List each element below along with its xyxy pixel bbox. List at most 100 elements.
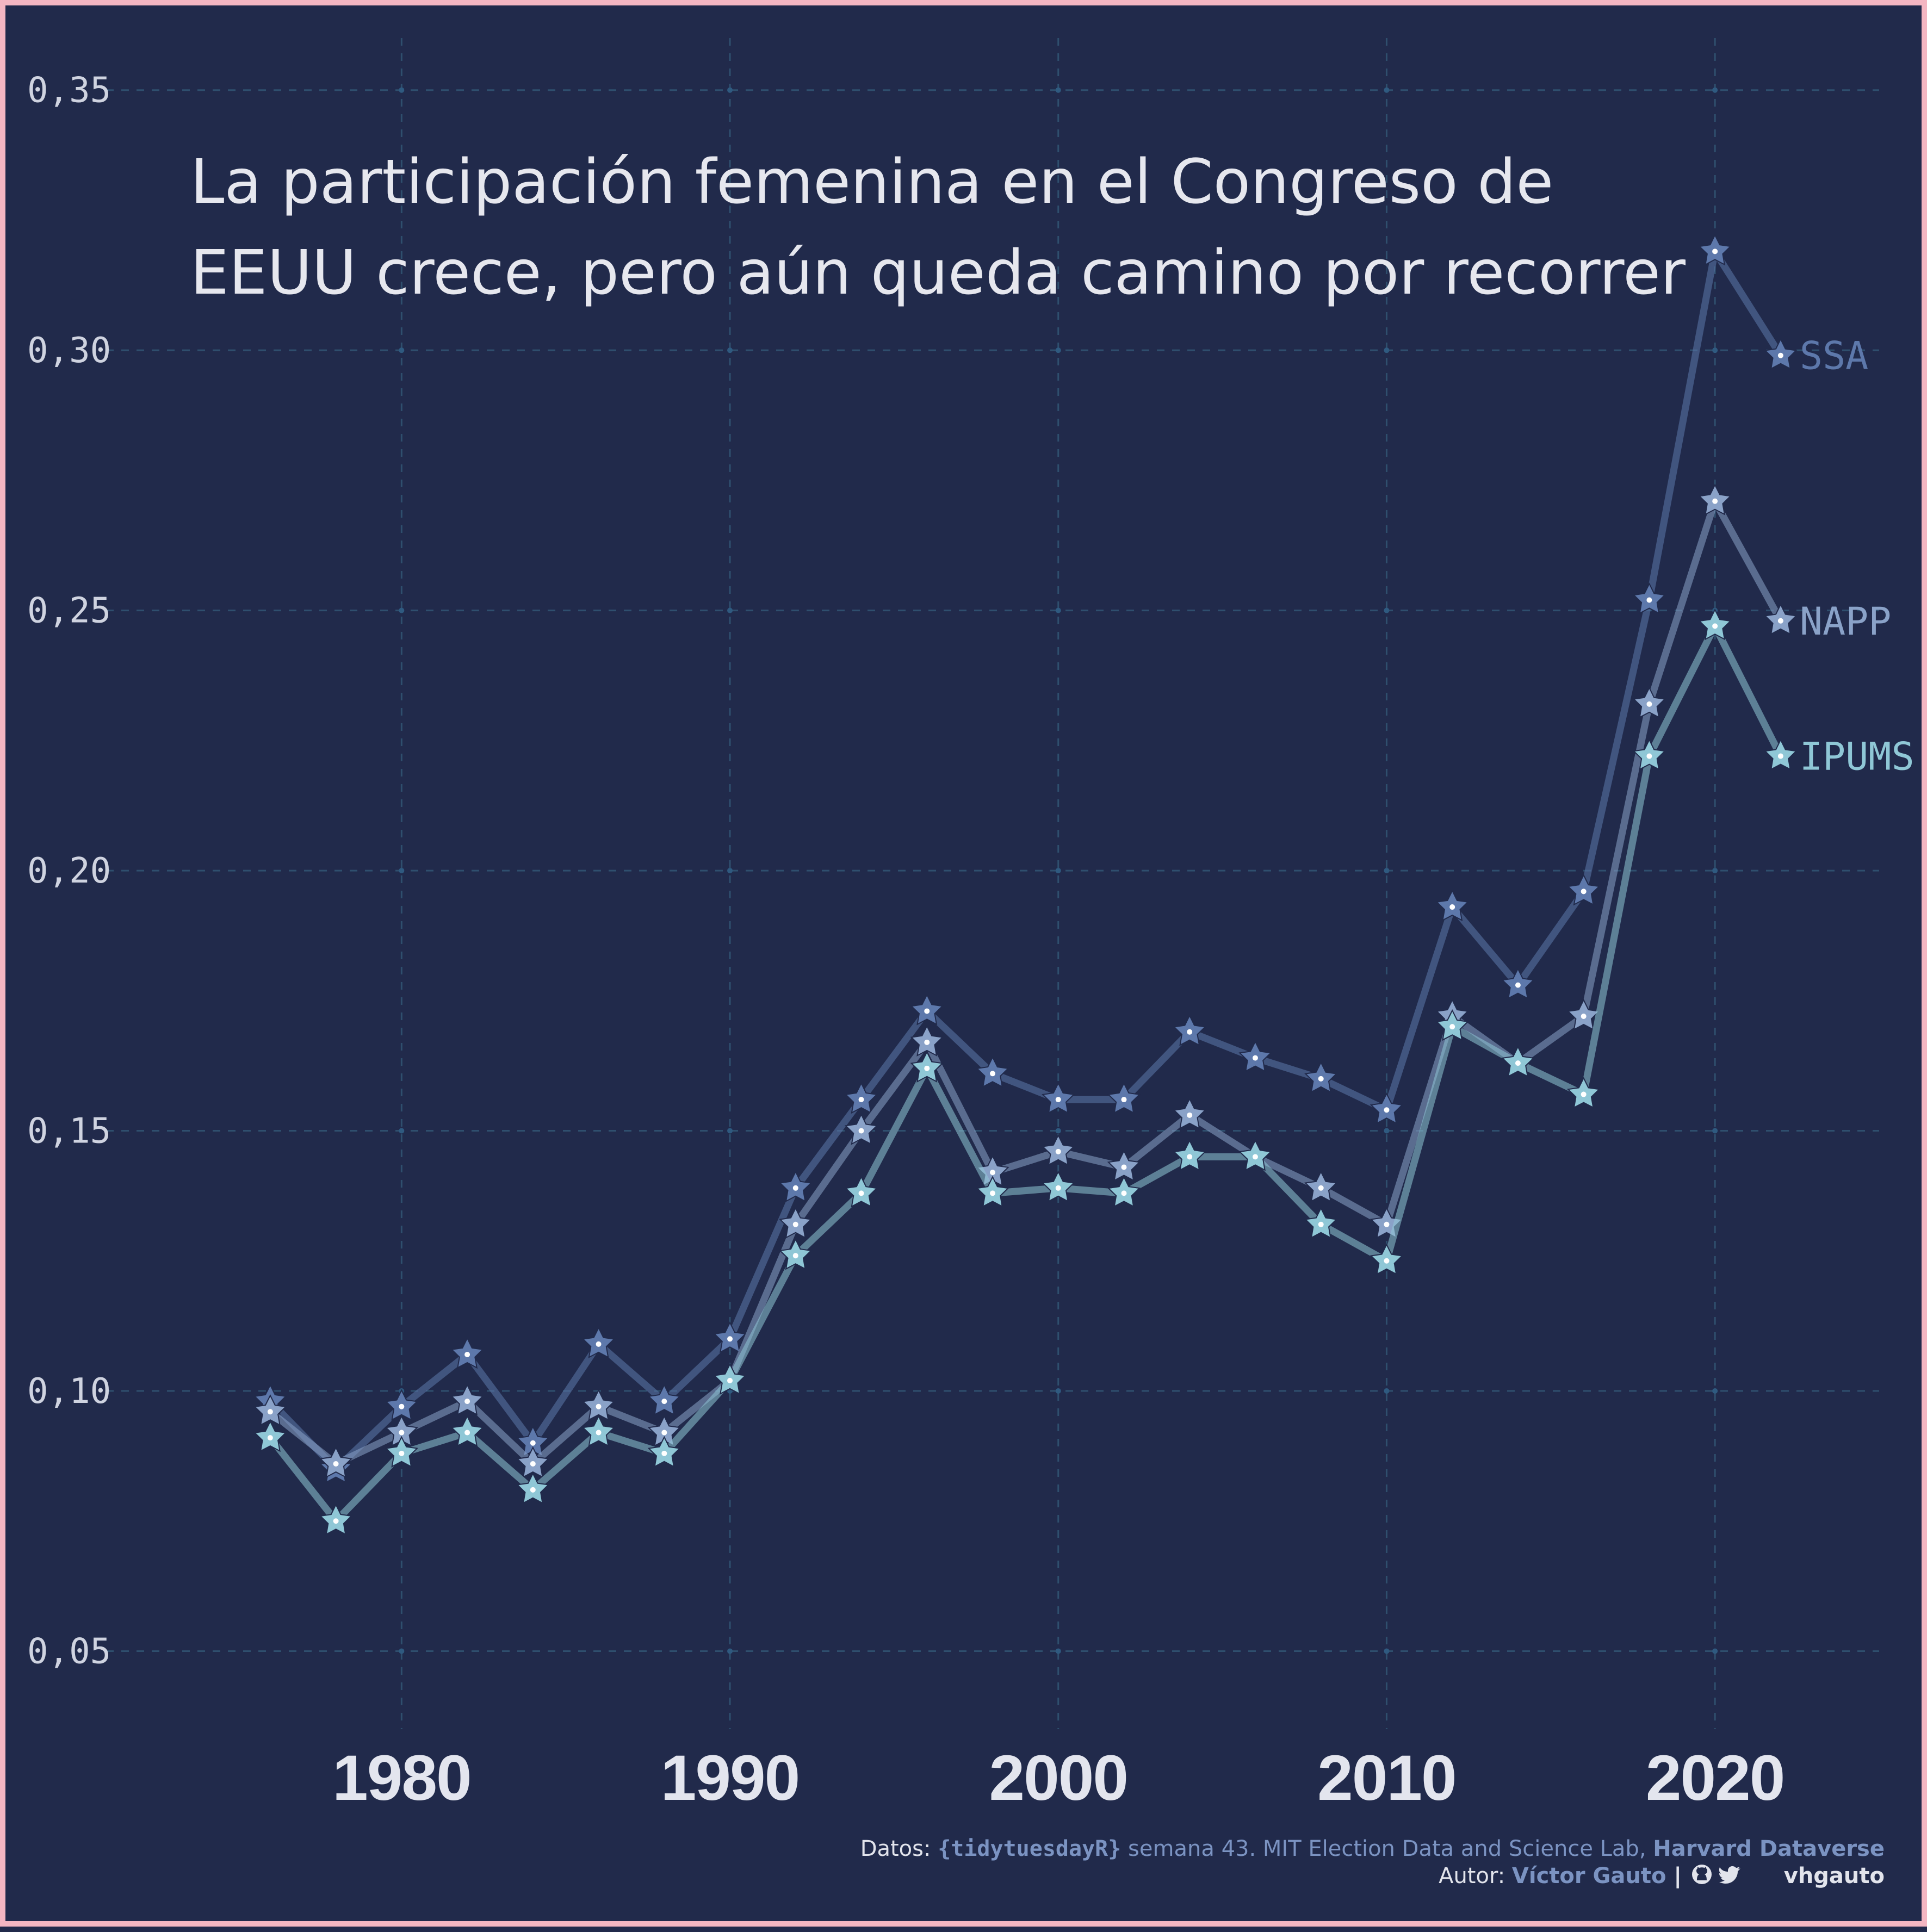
caption-author-text: Autor: Víctor Gauto | (1439, 1863, 1682, 1889)
data-point-center (1252, 1055, 1258, 1061)
grid-dot (1712, 347, 1718, 353)
data-point-center (924, 1039, 930, 1045)
data-point-center (727, 1336, 733, 1342)
grid-dot (399, 1128, 405, 1134)
y-tick-label: 0,35 (27, 71, 111, 111)
y-tick-label: 0,30 (27, 331, 111, 371)
grid-dot (1712, 1388, 1718, 1394)
data-point-center (661, 1399, 667, 1405)
grid-dot (1055, 1648, 1061, 1654)
data-point-center (1777, 753, 1783, 759)
twitter-icon[interactable] (1719, 1866, 1740, 1884)
caption-author-prefix: Autor: (1439, 1863, 1512, 1888)
data-point-center (1318, 1221, 1324, 1227)
title-line-2: EEUU crece, pero aún queda camino por re… (190, 238, 1686, 308)
data-point-center (1384, 1107, 1390, 1113)
data-point-center (924, 1065, 930, 1071)
data-point-center (1121, 1097, 1127, 1103)
data-point-center (1646, 597, 1652, 603)
series-label-ipums: IPUMS (1800, 735, 1914, 779)
data-point-center (399, 1450, 405, 1456)
grid-dot (1384, 347, 1390, 353)
data-point-center (661, 1430, 667, 1436)
grid-dot (1384, 1128, 1390, 1134)
series-labels: SSA NAPP IPUMS (1800, 334, 1914, 779)
grid-dot (727, 1648, 733, 1654)
grid-dot (1384, 1648, 1390, 1654)
data-point-center (1055, 1097, 1061, 1103)
title-line-1: La participación femenina en el Congreso… (190, 147, 1553, 218)
caption-line-1: Datos: {tidytuesdayR} semana 43. MIT Ele… (860, 1836, 1885, 1861)
data-point-center (464, 1399, 470, 1405)
data-point-center (1121, 1190, 1127, 1196)
grid-dot (727, 607, 733, 613)
grid-dot (399, 868, 405, 874)
series-line-ssa (267, 247, 1785, 1473)
grid-dot (727, 87, 733, 93)
grid-dot (1712, 87, 1718, 93)
data-point-center (530, 1440, 536, 1446)
caption-line-2: Autor: Víctor Gauto | vhgauto (1439, 1863, 1885, 1889)
caption-source-link[interactable]: Harvard Dataverse (1653, 1836, 1885, 1861)
data-point-center (990, 1190, 995, 1196)
x-tick-label: 1980 (332, 1742, 471, 1814)
data-point-center (792, 1185, 798, 1191)
github-icon[interactable] (1692, 1865, 1712, 1884)
caption: Datos: {tidytuesdayR} semana 43. MIT Ele… (860, 1836, 1885, 1889)
data-point-center (1318, 1185, 1324, 1191)
x-tick-label: 2000 (989, 1742, 1127, 1814)
grid-dot (399, 607, 405, 613)
caption-separator: | (1666, 1863, 1682, 1889)
y-tick-label: 0,20 (27, 851, 111, 891)
data-point-center (858, 1190, 864, 1196)
grid-dot (1384, 1388, 1390, 1394)
grid-dot (1055, 347, 1061, 353)
grid-dot (1384, 607, 1390, 613)
caption-handle[interactable]: vhgauto (1784, 1863, 1885, 1888)
data-point-center (399, 1430, 405, 1436)
data-point-center (530, 1461, 536, 1467)
grid-dot (1712, 868, 1718, 874)
x-tick-label: 2020 (1646, 1742, 1785, 1814)
data-point-center (596, 1341, 602, 1347)
grid-dot (1712, 1128, 1718, 1134)
y-axis-ticks: 0,05 0,10 0,15 0,20 0,25 0,30 0,35 (27, 71, 111, 1672)
data-point-center (333, 1461, 339, 1467)
data-point-center (267, 1435, 273, 1441)
chart-title: La participación femenina en el Congreso… (190, 147, 1686, 308)
caption-author-name[interactable]: Víctor Gauto (1512, 1863, 1666, 1888)
grid-dot (399, 87, 405, 93)
data-point-center (1187, 1154, 1193, 1160)
grid-dot (1055, 1388, 1061, 1394)
series-label-ssa: SSA (1800, 334, 1868, 378)
data-point-center (596, 1430, 602, 1436)
data-point-center (792, 1221, 798, 1227)
grid-dot (1712, 1648, 1718, 1654)
data-point-center (596, 1403, 602, 1409)
data-point-center (1646, 753, 1652, 759)
data-point-center (990, 1071, 995, 1077)
data-point-center (399, 1403, 405, 1409)
grid-dot (399, 1648, 405, 1654)
data-point-center (1515, 1060, 1521, 1066)
series-line-napp (267, 498, 1785, 1468)
data-point-center (1581, 1014, 1587, 1020)
data-point-center (1252, 1154, 1258, 1160)
data-point-center (1055, 1148, 1061, 1154)
data-point-center (1777, 352, 1783, 358)
x-axis-ticks: 1980 1990 2000 2010 2020 (332, 1742, 1785, 1814)
data-point-center (1187, 1029, 1193, 1035)
data-point-center (464, 1352, 470, 1358)
data-point-center (727, 1377, 733, 1383)
x-tick-label: 2010 (1317, 1742, 1456, 1814)
data-point-center (1712, 249, 1718, 254)
grid-dot (1055, 607, 1061, 613)
data-point-center (1581, 1091, 1587, 1097)
data-point-center (858, 1128, 864, 1134)
data-point-center (1515, 982, 1521, 988)
data-point-center (1777, 618, 1783, 624)
y-tick-label: 0,05 (27, 1631, 111, 1672)
data-point-center (1712, 498, 1718, 504)
data-point-center (661, 1450, 667, 1456)
grid-dot (727, 868, 733, 874)
